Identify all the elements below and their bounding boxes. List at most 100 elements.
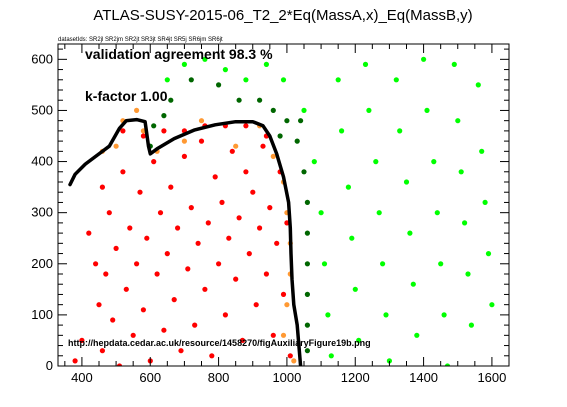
point-allowed_border (270, 107, 276, 113)
point-allowed (458, 169, 464, 175)
point-allowed (318, 210, 324, 216)
point-allowed (397, 128, 403, 134)
point-excluded (219, 199, 225, 205)
points-layer (72, 56, 495, 366)
point-allowed (164, 77, 170, 83)
point-excluded_border (113, 143, 119, 149)
point-allowed (380, 261, 386, 267)
point-excluded (99, 184, 105, 190)
point-excluded (157, 210, 164, 216)
point-excluded (192, 322, 198, 328)
point-excluded (144, 235, 150, 241)
point-allowed (407, 230, 413, 236)
point-allowed (403, 179, 410, 185)
source-url: http://hepdata.cedar.ac.uk/resource/1458… (68, 338, 371, 348)
point-excluded (243, 123, 249, 129)
point-excluded (287, 353, 293, 359)
point-excluded (175, 225, 181, 231)
point-excluded (236, 215, 242, 221)
point-allowed (468, 322, 474, 328)
point-excluded (151, 159, 157, 165)
point-allowed (475, 82, 481, 88)
point-excluded (246, 251, 252, 257)
point-excluded (257, 225, 263, 231)
point-excluded (110, 317, 116, 323)
point-allowed (373, 159, 379, 165)
point-excluded (243, 169, 249, 175)
point-excluded (154, 271, 160, 277)
point-excluded (233, 276, 239, 282)
point-allowed (444, 363, 451, 366)
point-allowed (222, 67, 228, 73)
point-allowed (366, 107, 372, 113)
point-allowed (451, 61, 457, 67)
y-tick-label: 500 (31, 102, 53, 117)
point-excluded_border (280, 332, 287, 338)
point-excluded (185, 266, 191, 272)
point-allowed (393, 77, 399, 83)
point-excluded (202, 286, 208, 292)
point-excluded (127, 225, 133, 231)
point-excluded (120, 169, 126, 175)
y-tick-label: 300 (31, 205, 53, 220)
point-excluded (134, 261, 140, 267)
point-excluded (188, 205, 194, 211)
point-allowed_border (284, 118, 290, 124)
point-allowed (181, 61, 187, 67)
point-excluded_border (270, 153, 276, 159)
point-excluded_border (198, 118, 205, 124)
point-allowed (202, 56, 208, 62)
point-allowed (362, 61, 369, 67)
point-allowed_border (298, 118, 304, 124)
x-tick-label: 800 (208, 370, 230, 385)
point-excluded (137, 189, 143, 195)
point-allowed (383, 312, 389, 318)
point-allowed (465, 271, 471, 277)
point-allowed_border (304, 230, 310, 236)
point-allowed (482, 199, 488, 205)
point-excluded (164, 251, 170, 257)
point-allowed (479, 148, 485, 154)
x-tick-label: 1000 (272, 370, 301, 385)
point-allowed_border (168, 97, 174, 103)
point-excluded (171, 297, 177, 303)
axis-ticks: 400 600 800 1000 1200 1400 1600 0 100 200 300 400 50… (31, 44, 510, 385)
point-excluded (72, 358, 78, 364)
point-excluded (140, 133, 146, 139)
point-allowed (376, 210, 382, 216)
x-tick-label: 1200 (341, 370, 370, 385)
point-excluded (130, 332, 136, 338)
point-allowed (455, 118, 461, 124)
point-allowed (424, 107, 430, 113)
point-allowed (345, 184, 351, 190)
y-tick-label: 600 (31, 51, 53, 66)
point-allowed_border (294, 138, 300, 144)
point-excluded (226, 235, 232, 241)
point-allowed_border (304, 291, 310, 297)
point-allowed (462, 220, 468, 226)
point-allowed_border (277, 133, 283, 139)
point-allowed (441, 312, 447, 318)
y-tick-label: 400 (31, 154, 53, 169)
point-allowed_border (304, 261, 310, 267)
point-excluded (79, 337, 85, 343)
point-excluded (178, 348, 184, 354)
point-allowed_border (161, 113, 167, 119)
point-excluded (99, 348, 105, 354)
point-excluded (195, 240, 201, 246)
point-excluded (86, 230, 92, 236)
point-excluded (116, 363, 123, 366)
point-allowed_border (188, 77, 194, 83)
point-excluded (106, 210, 112, 216)
x-tick-label: 1400 (409, 370, 438, 385)
kfactor-annotation: k-factor 1.00 (85, 88, 168, 104)
point-allowed (325, 312, 331, 318)
x-tick-label: 600 (139, 370, 161, 385)
point-allowed_border (151, 123, 157, 129)
point-allowed (489, 302, 495, 308)
point-excluded_border (233, 143, 239, 149)
point-allowed_border (304, 348, 310, 354)
point-allowed (421, 56, 427, 62)
point-excluded (103, 271, 109, 277)
point-allowed (335, 77, 341, 83)
